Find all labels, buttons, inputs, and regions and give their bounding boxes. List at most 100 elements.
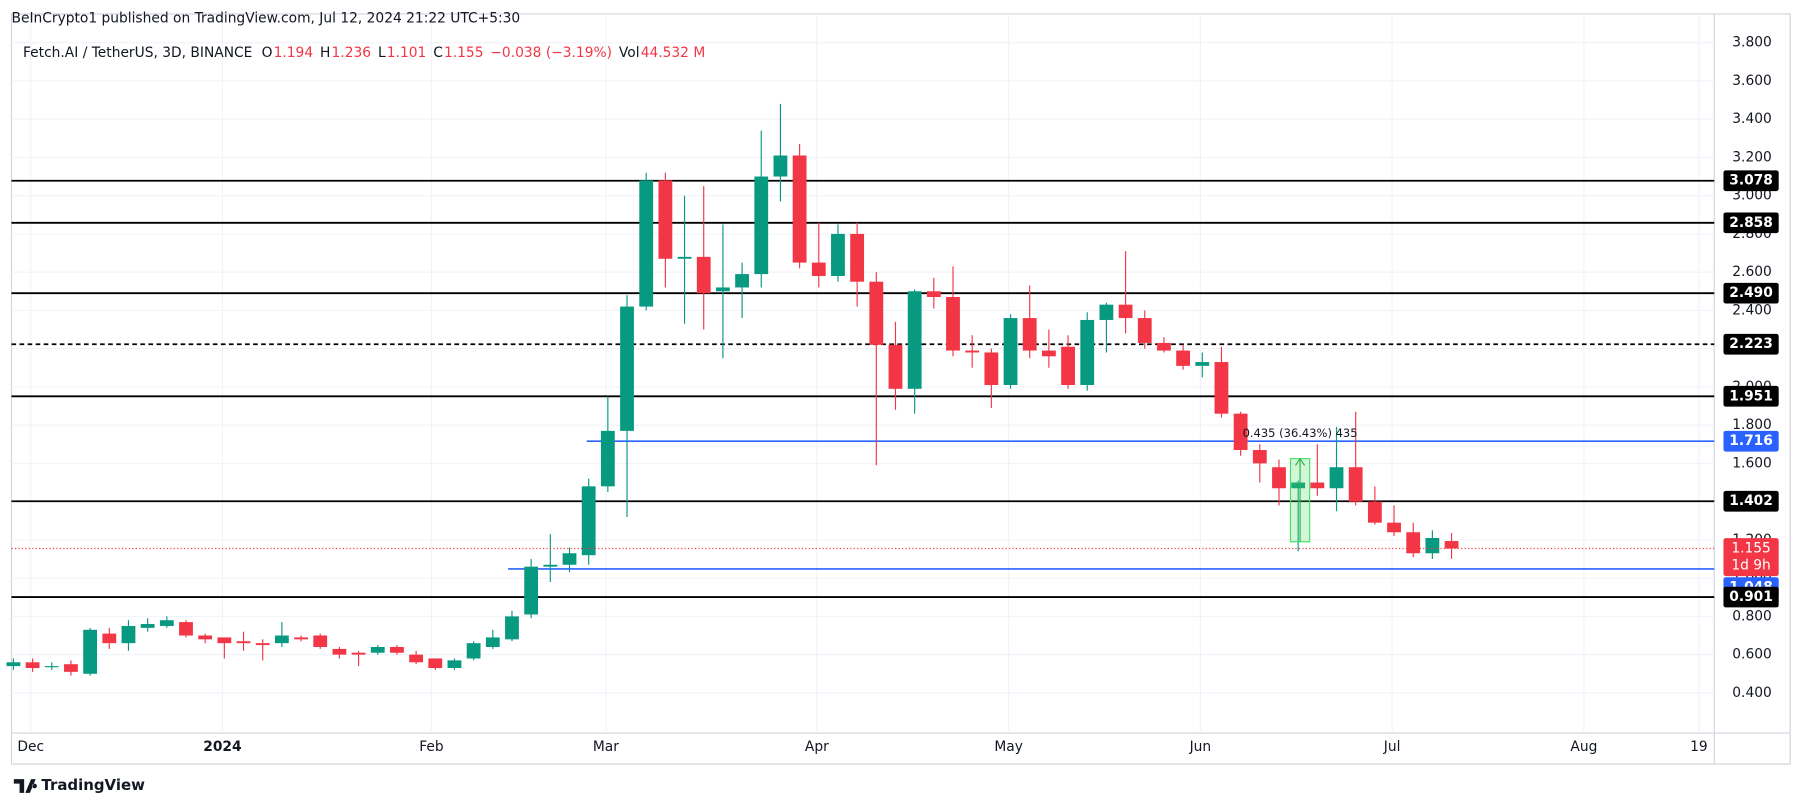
y-tick-label: 3.200 — [1732, 149, 1772, 165]
candle-body — [1329, 467, 1344, 489]
candle-body — [217, 637, 232, 644]
legend-key: Vol — [619, 45, 640, 61]
legend-key: L — [378, 45, 386, 61]
level-label: 1.951 — [1729, 388, 1773, 404]
candle-body — [965, 350, 980, 353]
candle-body — [639, 180, 654, 307]
legend-change: −0.038 (−3.19%) — [490, 45, 612, 61]
y-tick-label: 3.400 — [1732, 111, 1772, 127]
candle-body — [409, 654, 424, 663]
symbol: Fetch.AI / TetherUS, 3D, BINANCE — [23, 45, 252, 61]
candle-body — [581, 486, 596, 556]
candle-body — [121, 625, 136, 644]
published: BeInCrypto1 published on TradingView.com… — [12, 11, 521, 27]
level-label: 2.223 — [1729, 336, 1773, 352]
y-tick-label: 1.800 — [1732, 417, 1772, 433]
candle-body — [370, 646, 385, 653]
candle-body — [1080, 319, 1095, 385]
levels — [11, 179, 1715, 598]
candle-body — [390, 646, 404, 653]
candle-body — [1233, 413, 1248, 451]
legend-key: C — [433, 45, 443, 61]
x-tick-label: Apr — [805, 739, 829, 755]
measure-arrowhead — [1294, 457, 1306, 466]
logo-icon — [13, 779, 37, 793]
candle-body — [524, 566, 539, 615]
level-badge — [1723, 430, 1779, 452]
legend-value: 1.236 — [332, 45, 372, 61]
candle-body — [1022, 318, 1037, 351]
candle-body — [332, 648, 347, 655]
candle-body — [1176, 350, 1191, 366]
candle-body — [1099, 304, 1114, 320]
candle-body — [83, 629, 98, 674]
candle-body — [543, 564, 558, 567]
candle-body — [44, 666, 59, 668]
x-tick-label: Jul — [1383, 739, 1401, 755]
candle-body — [6, 662, 21, 667]
y-tick-label: 2.600 — [1732, 264, 1772, 280]
candle-body — [1061, 346, 1075, 385]
candle-body — [735, 274, 749, 288]
x-tick-label: Mar — [593, 739, 619, 755]
candle-body — [255, 643, 270, 646]
candle-body — [1214, 362, 1229, 414]
brand: TradingView — [41, 776, 145, 794]
candle-body — [313, 635, 328, 647]
candle-body — [984, 352, 999, 385]
candle-body — [773, 155, 788, 177]
candle-body — [696, 256, 711, 294]
candle-body — [485, 637, 500, 647]
candle-body — [1252, 450, 1267, 464]
candle-body — [926, 291, 941, 298]
candle-body — [505, 616, 519, 640]
candle-body — [888, 344, 903, 389]
candle-body — [620, 306, 634, 431]
candle-body — [562, 553, 577, 565]
candle-body — [811, 262, 826, 276]
y-tick-label: 0.600 — [1732, 647, 1772, 663]
legend-value: 1.194 — [274, 45, 314, 61]
candle-body — [25, 662, 40, 669]
level-label: 2.858 — [1729, 215, 1773, 231]
candle-body — [1425, 537, 1440, 554]
y-tick-label: 0.400 — [1732, 685, 1772, 701]
y-tick-label: 0.800 — [1732, 608, 1772, 624]
candle-body — [1367, 501, 1382, 523]
candle-body — [159, 620, 174, 626]
candle-body — [447, 660, 462, 669]
level-label: 3.078 — [1729, 173, 1773, 189]
x-tick-label: Feb — [419, 739, 443, 755]
frame — [10, 13, 1791, 765]
x-tick-label: Dec — [17, 739, 44, 755]
candle-body — [294, 637, 308, 640]
level-badge — [1723, 490, 1779, 512]
candle-body — [428, 658, 443, 669]
candle-body — [658, 180, 673, 259]
candle-body — [140, 624, 155, 628]
candle-body — [1348, 467, 1363, 502]
candle-body — [907, 291, 922, 389]
candle-body — [1291, 482, 1306, 489]
candle-body — [179, 622, 193, 636]
candle-body — [1003, 318, 1018, 385]
candle-body — [198, 635, 213, 640]
x-tick-label: Jun — [1189, 739, 1212, 755]
candle-body — [754, 176, 769, 275]
x-tick-label: Aug — [1570, 739, 1597, 755]
level-badge — [1723, 282, 1779, 304]
candle-body — [64, 664, 78, 672]
candle-body — [792, 155, 807, 263]
x-tick-label: 19 — [1690, 739, 1708, 755]
candle-body — [946, 297, 960, 351]
level-label: 1.716 — [1729, 433, 1773, 449]
candle-body — [1272, 467, 1286, 489]
y-tick-label: 1.600 — [1732, 455, 1772, 471]
candle-body — [1195, 362, 1210, 366]
legend-value: 1.155 — [444, 45, 484, 61]
level-badge — [1723, 586, 1779, 608]
legend-value: 1.101 — [387, 45, 427, 61]
